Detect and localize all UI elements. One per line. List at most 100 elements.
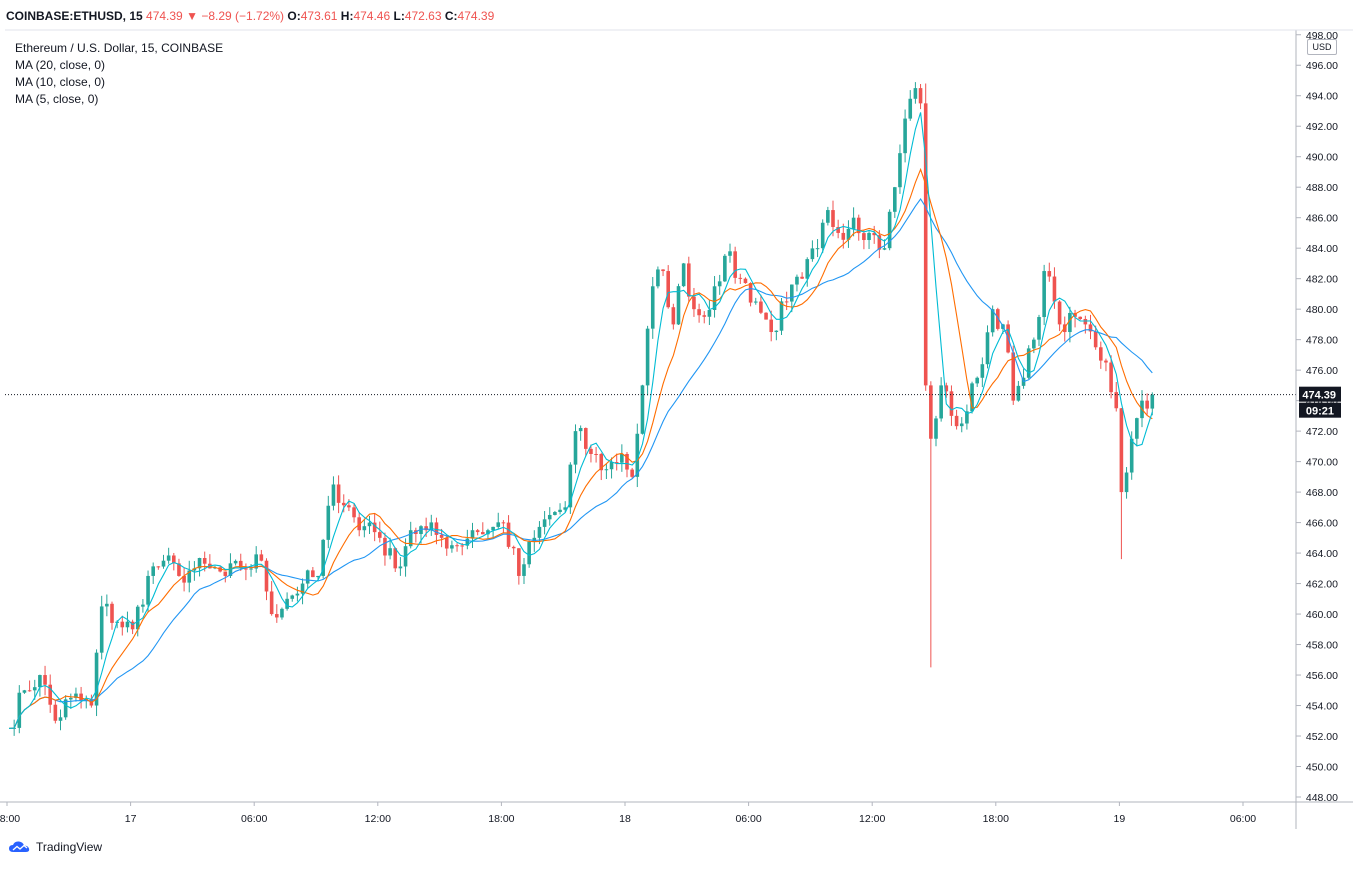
candle-body [1083,319,1088,325]
candle-body [362,526,367,531]
price-tick-label: 480.00 [1306,304,1338,316]
candle-body [990,309,995,333]
tradingview-logo[interactable]: TradingView [8,840,102,854]
candle-body [161,560,166,567]
candle-body [717,281,722,287]
price-tick-label: 472.00 [1306,426,1338,438]
candle-body [238,560,243,569]
time-tick-label: 18:00 [488,813,514,825]
candle-body [285,598,289,609]
candle-body [723,255,727,282]
price-tick-label: 466.00 [1306,518,1338,530]
time-tick-label: 19 [1114,813,1126,825]
candle-body [172,555,176,564]
candle-body [295,593,300,596]
candle-body [491,526,495,531]
price-tick-label: 496.00 [1306,60,1338,72]
candle-body [316,575,320,578]
time-tick-label: 18:00 [0,813,20,825]
candle-body [43,675,47,685]
candle-body [367,522,372,527]
candle-body [182,575,186,583]
candle-body [1026,348,1031,378]
candle-body [27,690,32,692]
candle-body [444,537,449,549]
candle-body [383,537,387,556]
candle-body [264,560,269,592]
legend-ma20[interactable]: MA (20, close, 0) [15,58,106,72]
candle-body [707,309,712,317]
candle-body [537,526,542,538]
time-tick-label: 06:00 [1230,813,1256,825]
candle-body [110,603,114,623]
price-tick-label: 498.00 [1306,30,1338,42]
candle-body [795,276,799,285]
candle-body [666,271,670,308]
price-tick-label: 484.00 [1306,243,1338,255]
candle-body [1099,347,1103,361]
ma10-line [8,167,1153,729]
candle-body [882,248,887,250]
candle-body [105,603,109,607]
candle-body [676,286,681,325]
candle-body [609,462,614,470]
low-value: 472.63 [404,9,442,23]
price-tick-label: 468.00 [1306,487,1338,499]
candle-body [856,217,861,234]
time-tick-label: 06:00 [735,813,761,825]
candle-body [280,608,284,618]
candle-body [69,697,73,700]
candle-body [1145,400,1149,409]
candle-body [774,330,779,333]
candle-body [125,621,130,628]
candle-body [800,276,804,279]
candle-body [934,418,938,439]
time-tick-label: 18 [619,813,631,825]
price-tick-label: 470.00 [1306,457,1338,469]
candle-body [74,693,78,698]
candle-body [779,301,784,331]
currency-label[interactable]: USD [1307,39,1337,55]
high-value: 474.46 [353,9,391,23]
candle-body [846,228,851,240]
ma20-line [8,198,1153,729]
candle-body [1042,271,1046,318]
symbol-name[interactable]: COINBASE:ETHUSD, 15 [6,9,143,23]
candle-body [38,675,42,688]
candle-body [460,545,464,547]
candle-body [681,263,686,287]
candle-body [1032,339,1036,349]
candle-body [17,692,22,728]
candle-body [244,568,248,570]
candle-body [511,546,516,549]
candle-body [254,554,258,569]
candle-body [1078,316,1082,320]
candle-body [146,575,150,605]
candle-body [985,332,990,365]
candle-body [275,614,279,618]
price-tick-label: 456.00 [1306,670,1338,682]
candle-body [836,226,840,233]
candle-body [851,217,856,229]
price-tick-label: 450.00 [1306,762,1338,774]
legend-ma5[interactable]: MA (5, close, 0) [15,92,99,106]
candle-body [336,484,341,503]
candle-body [1119,408,1124,493]
candle-body [862,233,866,241]
legend-ma10[interactable]: MA (10, close, 0) [15,75,106,89]
candle-body [640,385,645,434]
candle-body [79,693,83,701]
candle-body [975,377,979,384]
candle-body [197,558,202,569]
candle-body [769,319,773,333]
candle-body [918,88,923,104]
candle-body [517,548,521,576]
candle-body [784,301,789,303]
price-tick-label: 488.00 [1306,182,1338,194]
candle-body [177,563,181,576]
candle-body [702,315,707,317]
candle-body [372,522,377,533]
candle-body [352,507,356,518]
candle-body [671,307,676,325]
